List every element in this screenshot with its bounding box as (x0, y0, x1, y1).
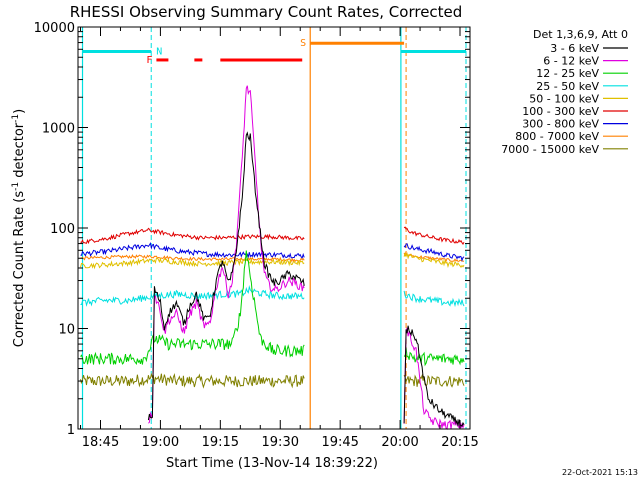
legend-title: Det 1,3,6,9, Att 0 (533, 28, 628, 41)
legend-entry-label: 300 - 800 keV (522, 118, 599, 131)
x-axis-label: Start Time (13-Nov-14 18:39:22) (166, 456, 378, 471)
series-line-300-800-kev (403, 243, 465, 262)
series-line-6-12-kev (148, 85, 305, 424)
y-tick-label: 1000 (42, 122, 75, 137)
series-line-50-100-kev (80, 257, 305, 270)
series-line-3-6-kev (147, 131, 305, 421)
series-line-3-6-kev (403, 325, 465, 427)
legend-entry-label: 25 - 50 keV (536, 80, 599, 93)
legend-entry-label: 7000 - 15000 keV (501, 143, 599, 156)
legend-entry-label: 6 - 12 keV (543, 55, 599, 68)
y-tick-label: 10000 (34, 21, 75, 36)
series-line-25-50-kev (80, 285, 305, 307)
series-line-100-300-kev (403, 226, 465, 246)
x-tick-label: 20:15 (441, 435, 478, 450)
x-tick-label: 20:00 (381, 435, 418, 450)
legend-entry-label: 12 - 25 keV (536, 67, 599, 80)
timestamp: 22-Oct-2021 15:13 (562, 468, 638, 477)
series-line-12-25-kev (403, 347, 465, 367)
y-axis-label: Corrected Count Rate (s-1 detector-1) (11, 109, 27, 347)
mode-bar-label: S (300, 38, 306, 49)
x-axis: 18:45 19:00 19:15 19:30 19:45 20:00 20:15 (80, 27, 479, 450)
mode-bar-label: N (156, 47, 162, 58)
chart-title: RHESSI Observing Summary Count Rates, Co… (70, 3, 463, 21)
series-line-100-300-kev (80, 227, 305, 245)
series-line-800-7000-kev (80, 253, 305, 263)
y-tick-label: 1 (67, 423, 75, 438)
series-line-50-100-kev (403, 251, 465, 268)
series-line-25-50-kev (403, 290, 465, 308)
series-line-12-25-kev (80, 250, 305, 365)
series-line-7000-15000-kev (80, 372, 305, 389)
legend-entry-label: 800 - 7000 keV (515, 130, 599, 143)
x-tick-label: 19:45 (321, 435, 358, 450)
series-line-7000-15000-kev (403, 373, 465, 388)
series-line-6-12-kev (403, 327, 465, 431)
x-tick-label: 18:45 (82, 435, 119, 450)
series-line-300-800-kev (80, 241, 305, 259)
y-tick-label: 100 (50, 222, 75, 237)
x-tick-label: 19:00 (142, 435, 179, 450)
legend-entry-label: 3 - 6 keV (550, 42, 599, 55)
mode-bar-label: F (146, 55, 152, 66)
y-tick-label: 10 (58, 323, 75, 338)
x-tick-label: 19:30 (262, 435, 299, 450)
legend-entry-label: 50 - 100 keV (529, 92, 599, 105)
plot-area: NF S (80, 27, 467, 431)
y-axis: 1 10 100 1000 10000 (34, 21, 470, 438)
legend-entry-label: 100 - 300 keV (522, 105, 599, 118)
x-tick-label: 19:15 (202, 435, 239, 450)
